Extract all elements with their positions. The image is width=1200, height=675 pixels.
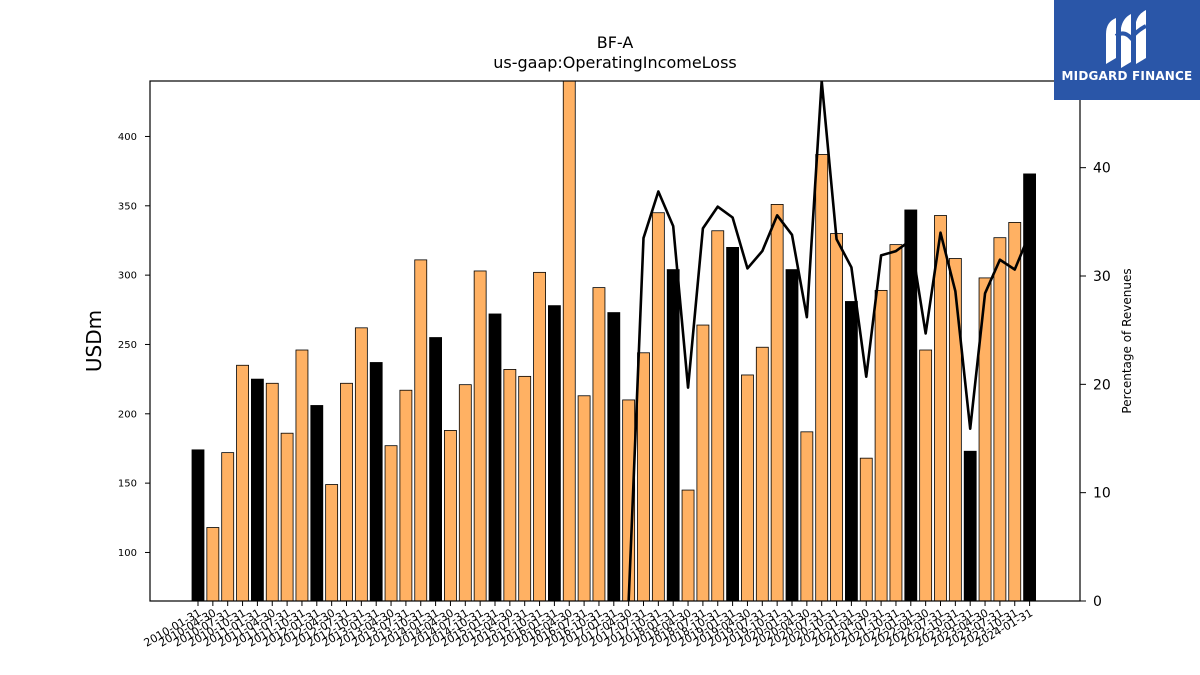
bar-2011-07-31 (280, 432, 294, 601)
bar-2021-07-31 (874, 289, 888, 601)
bar-2010-07-31 (221, 452, 235, 601)
bar-2011-04-30 (265, 382, 279, 601)
y2-tick-label: 20 (1093, 377, 1111, 393)
bar-2022-10-31 (948, 258, 962, 601)
y-tick-label: 150 (118, 479, 137, 490)
bar-2021-04-30 (859, 457, 873, 601)
bar-2019-04-30 (741, 374, 754, 601)
y2-tick-label: 30 (1093, 269, 1111, 285)
bar-2015-07-31 (518, 375, 532, 601)
bar-2016-01-31 (548, 305, 561, 601)
bar-2018-10-31 (711, 230, 725, 601)
bar-2010-01-31 (191, 449, 205, 601)
bar-2013-04-30 (384, 445, 398, 601)
bar-2012-01-31 (310, 405, 324, 601)
y-tick-label: 100 (118, 548, 137, 559)
bar-2011-01-31 (250, 378, 264, 601)
x-axis: 2010-01-312010-04-302010-07-312010-10-31… (142, 601, 1035, 650)
bar-2020-10-31 (830, 233, 843, 601)
bar-2018-04-30 (681, 489, 695, 601)
y-tick-label: 400 (118, 132, 137, 143)
bar-2015-01-31 (488, 313, 502, 601)
bar-2020-04-30 (800, 431, 814, 601)
bar-2016-10-31 (592, 287, 606, 601)
chart-title: BF-A (597, 33, 634, 52)
bar-2014-10-31 (473, 270, 487, 601)
bar-2010-04-30 (206, 527, 220, 601)
bar-2022-07-31 (934, 215, 947, 601)
bar-2021-01-31 (845, 301, 858, 601)
plot-frame (149, 80, 1081, 602)
y2-axis-label: Percentage of Revenues (1120, 268, 1134, 413)
bar-2022-01-31 (904, 209, 918, 601)
bar-2018-07-31 (696, 324, 710, 601)
bar-2015-04-30 (503, 369, 517, 601)
bar-2017-07-31 (637, 352, 650, 601)
y-tick-label: 300 (118, 271, 137, 282)
y-tick-label: 350 (118, 201, 137, 212)
bar-2023-01-31 (963, 450, 977, 601)
bar-2013-01-31 (369, 362, 383, 601)
bar-2011-10-31 (295, 349, 309, 601)
bar-2017-01-31 (607, 312, 621, 601)
bar-2019-07-31 (755, 346, 769, 601)
bar-2014-04-30 (444, 430, 457, 601)
bar-2019-10-31 (770, 204, 784, 601)
bar-2021-10-31 (889, 244, 903, 601)
bar-2015-10-31 (533, 271, 546, 601)
bar-2012-04-30 (325, 484, 339, 601)
bar-2023-07-31 (993, 237, 1007, 601)
brand-name: MIDGARD FINANCE (1061, 69, 1193, 83)
bar-2012-10-31 (354, 327, 368, 601)
right-axis: 0 10 20 30 40 (1080, 161, 1111, 610)
y2-tick-label: 10 (1093, 486, 1111, 502)
bar-2023-10-31 (1008, 222, 1022, 601)
left-axis: 100 150 200 250 300 350 400 (118, 132, 150, 559)
brand-logo: MIDGARD FINANCE (1054, 0, 1200, 100)
bar-2012-07-31 (340, 382, 353, 601)
midgard-logo-icon (1106, 10, 1147, 68)
bar-2014-07-31 (458, 384, 472, 601)
bar-2013-10-31 (414, 259, 428, 601)
y-tick-label: 200 (118, 409, 137, 420)
bar-2018-01-31 (666, 269, 680, 601)
bar-2019-01-31 (726, 246, 739, 601)
percentage-line (627, 81, 1031, 601)
bar-2016-07-31 (577, 395, 591, 601)
bar-2024-01-31 (1023, 173, 1036, 601)
bar-2010-10-31 (236, 364, 249, 601)
line-group (627, 81, 1031, 601)
bar-2013-07-31 (399, 389, 413, 601)
y-tick-label: 250 (118, 340, 137, 351)
y2-tick-label: 40 (1093, 161, 1111, 177)
bar-2017-10-31 (651, 212, 665, 601)
bar-2016-04-30 (562, 81, 576, 601)
bar-2023-04-30 (978, 277, 992, 601)
bar-2020-07-31 (815, 154, 829, 601)
y2-tick-label: 0 (1093, 594, 1102, 610)
bar-2022-04-30 (919, 349, 933, 601)
bars-group (191, 81, 1036, 601)
y-axis-label: USDm (82, 310, 106, 372)
chart-subtitle: us-gaap:OperatingIncomeLoss (493, 53, 737, 72)
bar-2020-01-31 (785, 269, 799, 601)
bar-2014-01-31 (429, 337, 443, 601)
